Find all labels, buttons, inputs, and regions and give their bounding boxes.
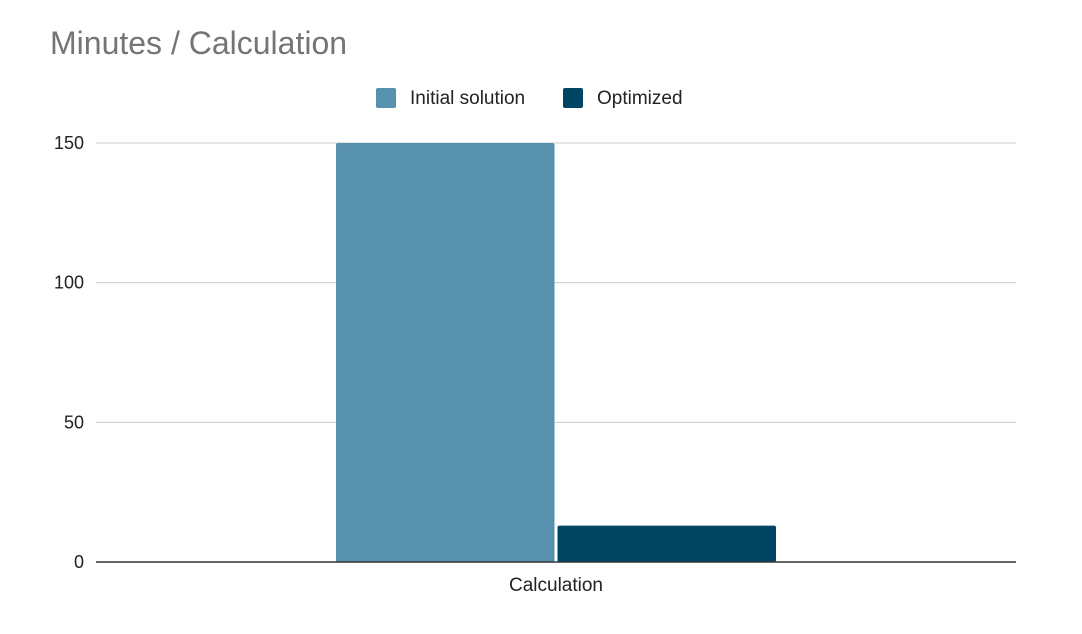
legend: Initial solution Optimized	[376, 88, 683, 109]
legend-label: Optimized	[597, 88, 683, 109]
bars	[336, 143, 776, 562]
chart-title: Minutes / Calculation	[50, 25, 347, 61]
bar-optimized	[557, 525, 776, 562]
bar-initial-solution	[336, 143, 555, 562]
legend-item: Optimized	[563, 88, 683, 109]
y-tick-label: 50	[64, 412, 84, 432]
legend-swatch	[376, 88, 396, 108]
gridlines	[96, 142, 1016, 423]
y-tick-label: 150	[54, 133, 84, 153]
x-axis-categories: Calculation	[509, 575, 603, 596]
legend-item: Initial solution	[376, 88, 525, 109]
x-category-label: Calculation	[509, 575, 603, 596]
y-tick-label: 100	[54, 273, 84, 293]
y-axis-ticks: 0 50 100 150	[54, 133, 84, 572]
y-tick-label: 0	[74, 552, 84, 572]
legend-label: Initial solution	[410, 88, 525, 109]
legend-swatch	[563, 88, 583, 108]
